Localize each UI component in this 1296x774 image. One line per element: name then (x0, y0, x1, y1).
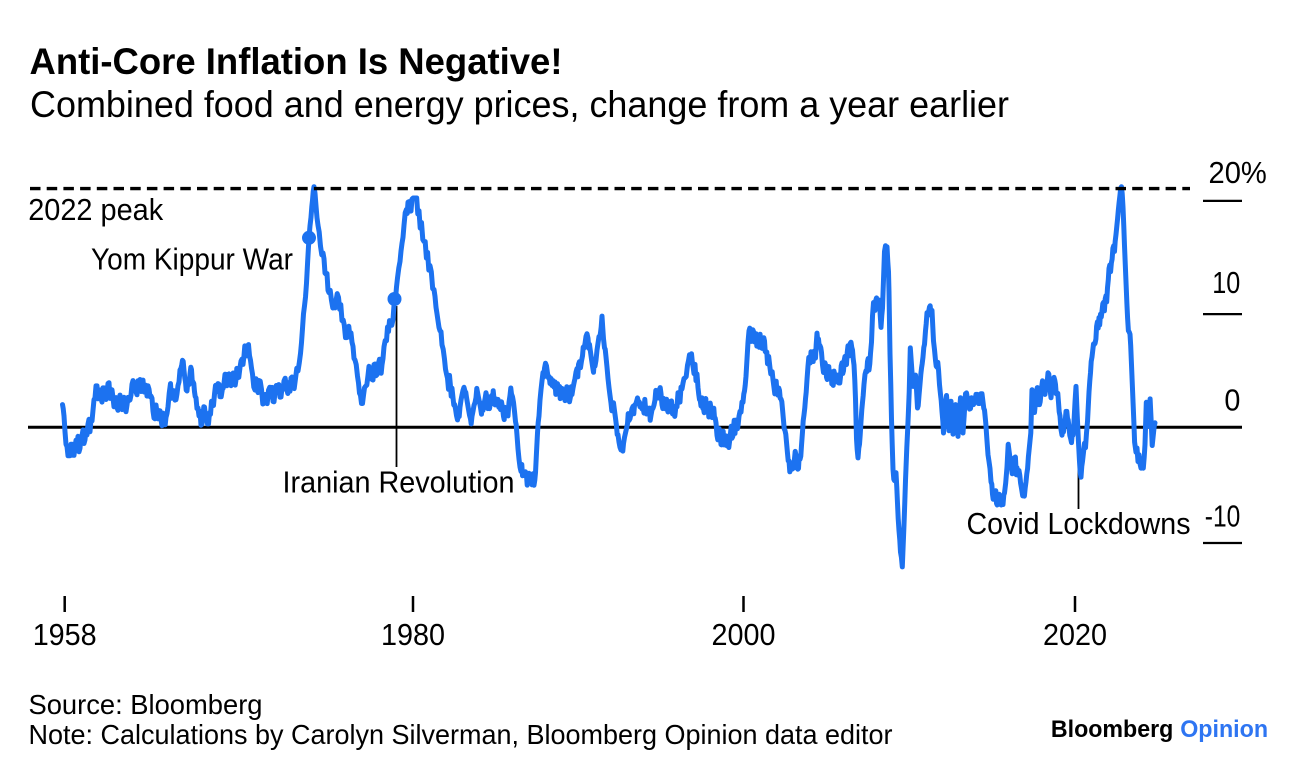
svg-text:20%: 20% (1209, 156, 1267, 190)
svg-text:Opinion: Opinion (1180, 716, 1268, 743)
svg-text:10: 10 (1212, 266, 1240, 300)
svg-text:1958: 1958 (33, 618, 97, 652)
svg-text:Combined food and energy price: Combined food and energy prices, change … (30, 83, 1009, 125)
svg-text:Source: Bloomberg: Source: Bloomberg (29, 689, 263, 720)
svg-text:2022 peak: 2022 peak (28, 193, 164, 227)
svg-text:Note: Calculations by Carolyn: Note: Calculations by Carolyn Silverman,… (29, 719, 893, 750)
svg-text:Anti-Core Inflation Is Negativ: Anti-Core Inflation Is Negative! (30, 40, 563, 82)
svg-text:Bloomberg: Bloomberg (1051, 716, 1173, 743)
svg-text:1980: 1980 (381, 618, 445, 652)
svg-text:Covid Lockdowns: Covid Lockdowns (967, 507, 1191, 541)
svg-text:Iranian Revolution: Iranian Revolution (283, 466, 515, 500)
svg-text:2000: 2000 (712, 618, 776, 652)
svg-text:Yom Kippur War: Yom Kippur War (91, 243, 293, 277)
svg-text:0: 0 (1224, 384, 1240, 418)
svg-text:2020: 2020 (1043, 618, 1107, 652)
svg-text:-10: -10 (1205, 499, 1241, 533)
